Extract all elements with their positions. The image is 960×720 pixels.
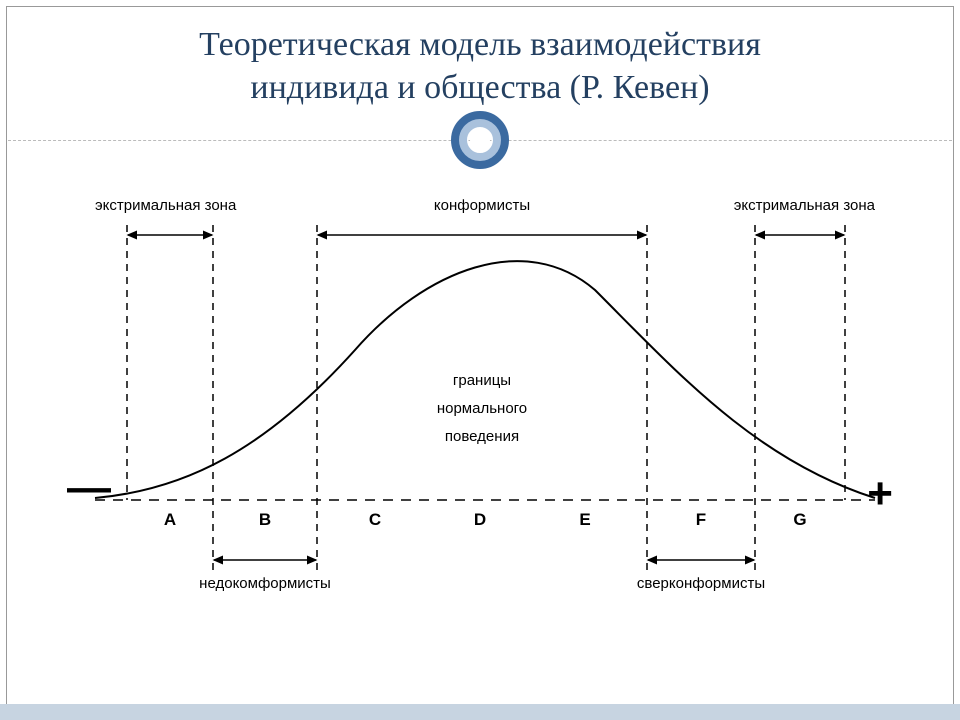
- svg-text:C: C: [369, 510, 381, 529]
- svg-text:D: D: [474, 510, 486, 529]
- svg-text:конформисты: конформисты: [434, 197, 530, 214]
- bell-curve-chart: экстримальная зона конформисты экстримальн…: [55, 170, 905, 600]
- slide-title: Теоретическая модель взаимодействия инди…: [0, 24, 960, 109]
- svg-text:—: —: [67, 463, 111, 512]
- svg-text:нормального: нормального: [437, 400, 527, 417]
- slide: Теоретическая модель взаимодействия инди…: [0, 0, 960, 720]
- svg-text:сверконформисты: сверконформисты: [637, 575, 765, 592]
- svg-text:B: B: [259, 510, 271, 529]
- ring-decor-icon: [448, 108, 512, 172]
- svg-text:E: E: [579, 510, 590, 529]
- svg-text:экстримальная зона: экстримальная зона: [95, 197, 237, 214]
- svg-text:A: A: [164, 510, 176, 529]
- svg-text:экстримальная зона: экстримальная зона: [734, 197, 876, 214]
- bottom-accent-bar: [0, 704, 960, 720]
- title-line-1: Теоретическая модель взаимодействия: [199, 26, 761, 63]
- svg-text:поведения: поведения: [445, 428, 519, 445]
- svg-text:недокомформисты: недокомформисты: [199, 575, 331, 592]
- svg-text:F: F: [696, 510, 706, 529]
- svg-text:G: G: [793, 510, 806, 529]
- svg-text:границы: границы: [453, 372, 511, 389]
- title-line-2: индивида и общества (Р. Кевен): [250, 69, 709, 106]
- svg-text:+: +: [867, 469, 893, 518]
